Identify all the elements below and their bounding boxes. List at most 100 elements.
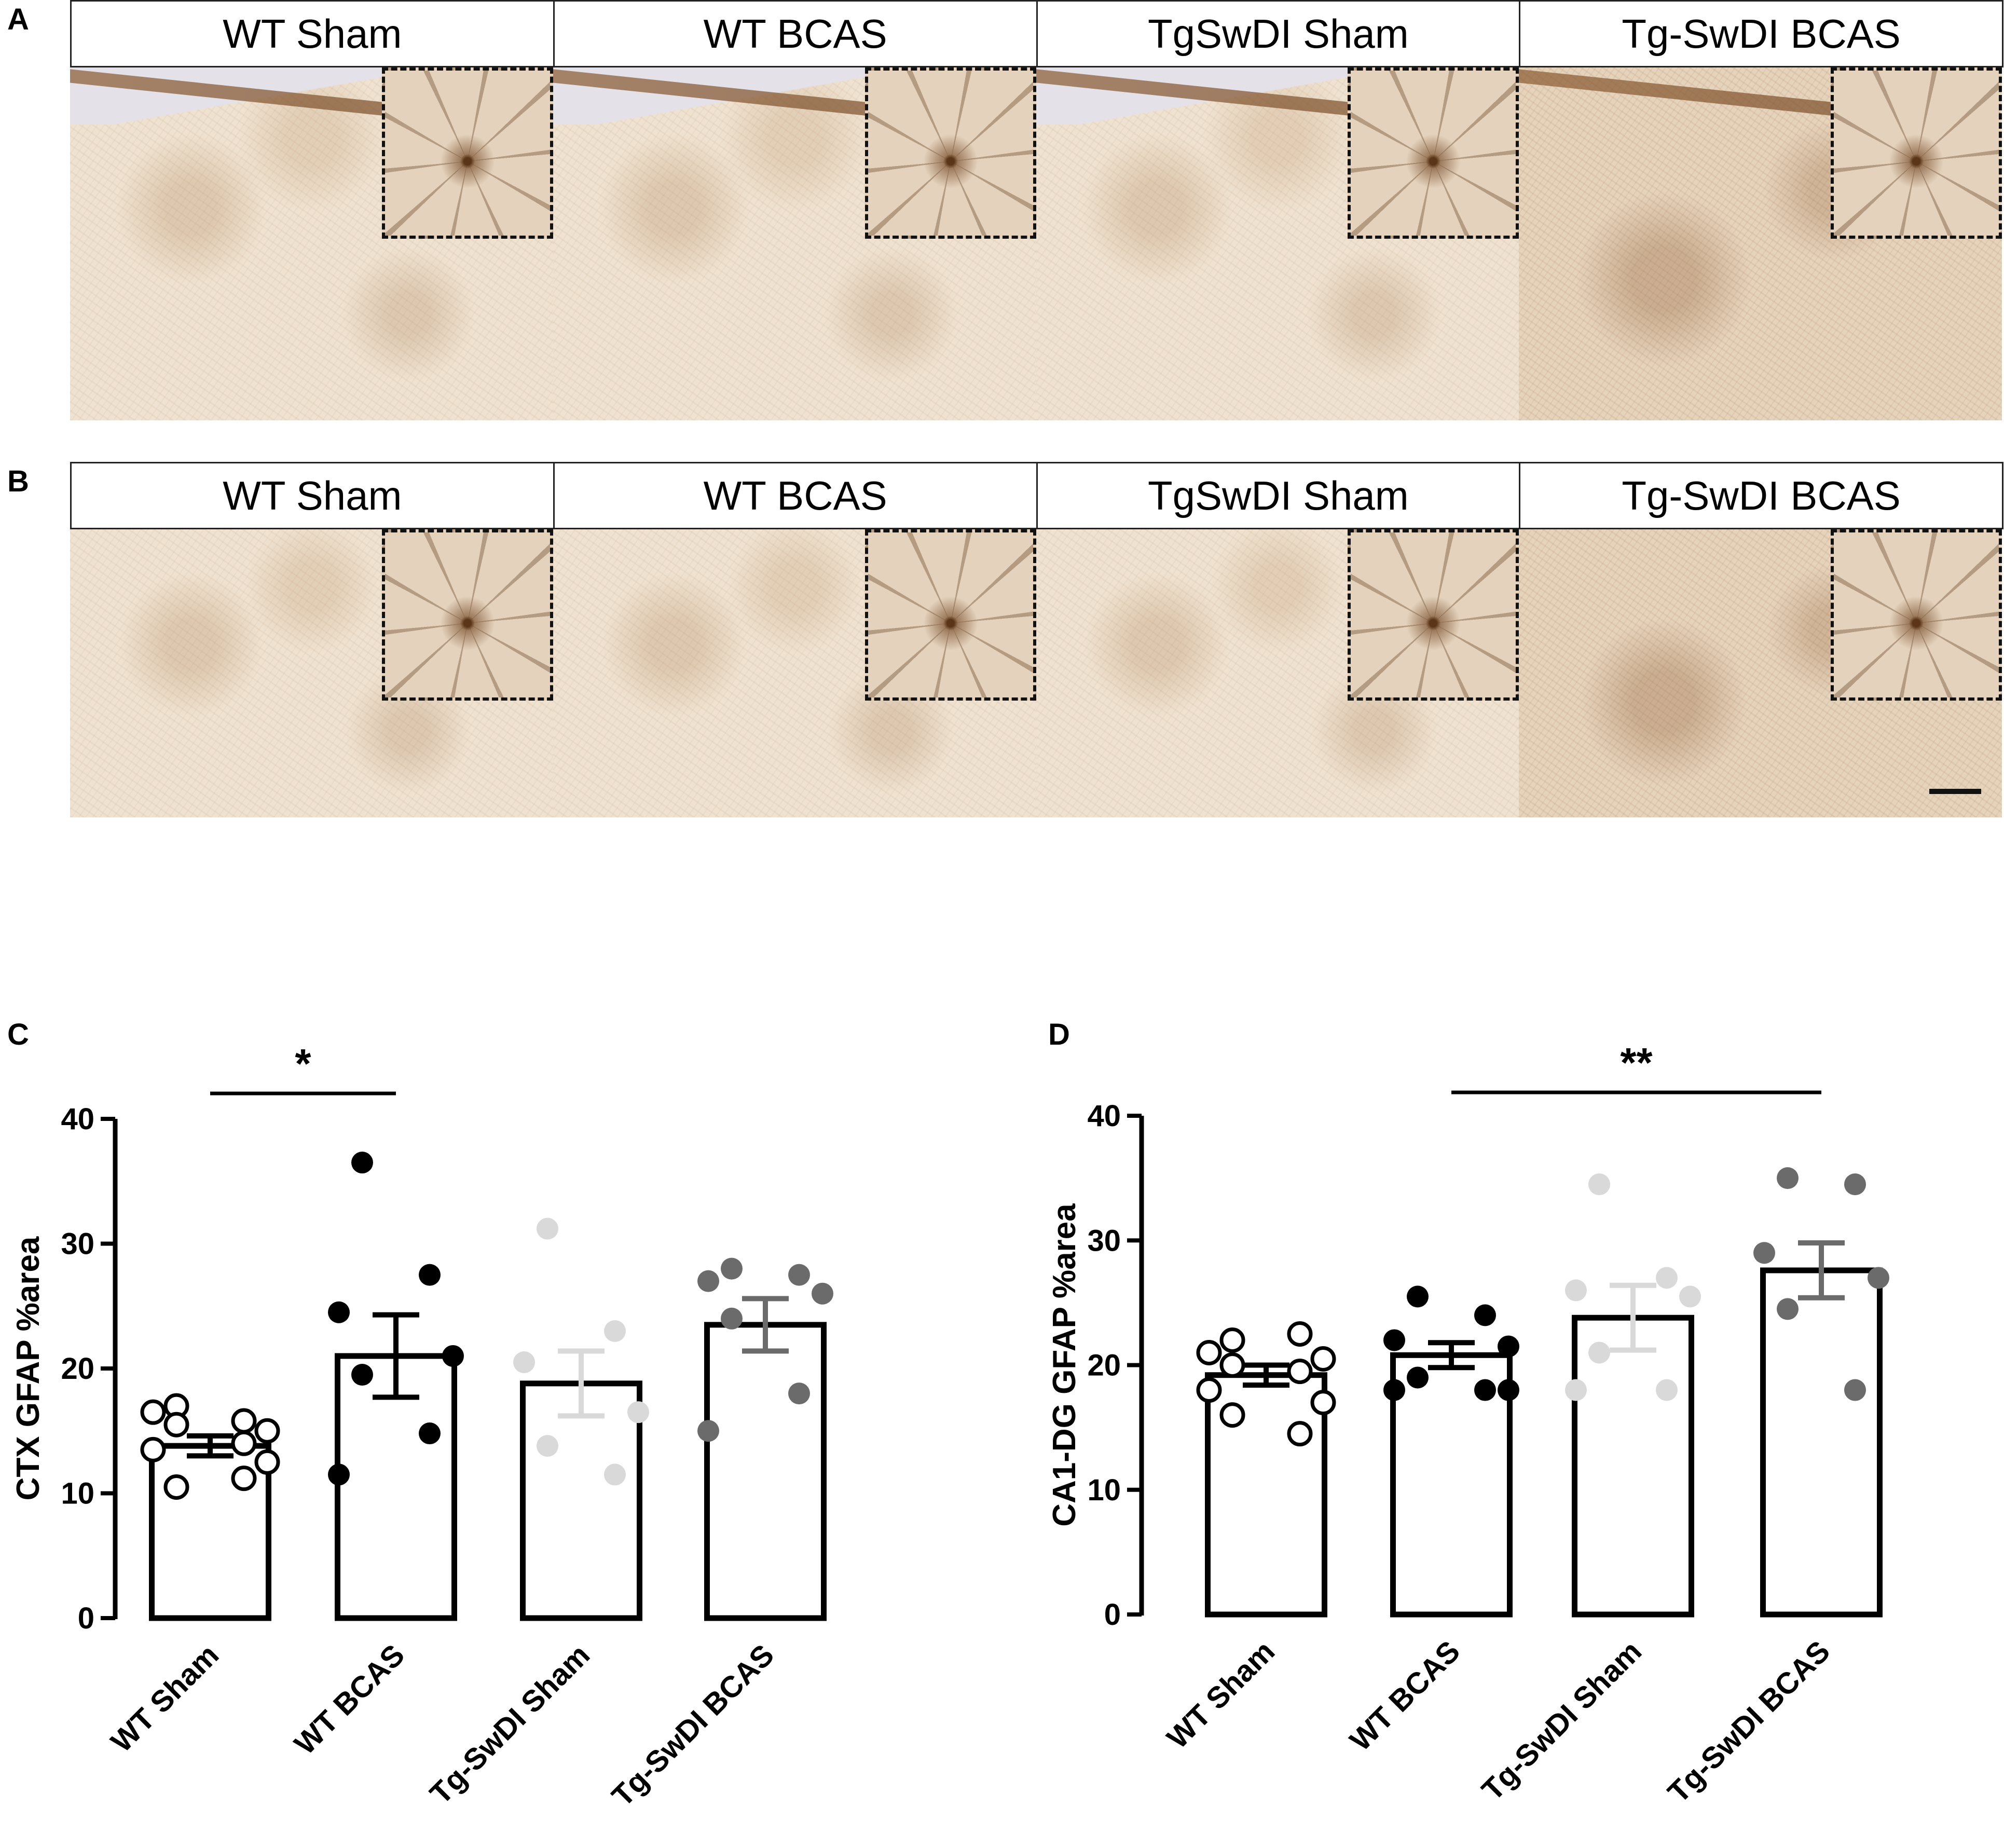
data-point (788, 1382, 810, 1405)
strip-labels-b: WT Sham WT BCAS TgSwDI Sham Tg-SwDI BCAS (70, 462, 2003, 529)
zoom-inset (1831, 529, 2002, 701)
data-point (1656, 1267, 1678, 1289)
strip-images-b (70, 529, 2002, 817)
strip-label: Tg-SwDI BCAS (1519, 462, 2003, 529)
y-tick-label: 0 (1104, 1598, 1121, 1632)
data-point (1310, 1390, 1336, 1416)
data-point (1383, 1329, 1405, 1351)
x-tick-label: WT BCAS (1343, 1634, 1466, 1757)
bar (1760, 1267, 1883, 1618)
data-point (1219, 1352, 1245, 1378)
data-point (1753, 1242, 1775, 1264)
data-point (140, 1399, 166, 1425)
data-point (1588, 1173, 1610, 1196)
data-point (537, 1435, 558, 1457)
strip-labels-a: WT Sham WT BCAS TgSwDI Sham Tg-SwDI BCAS (70, 0, 2003, 67)
data-point (1868, 1267, 1889, 1289)
data-point (1474, 1304, 1496, 1326)
y-tick-label: 20 (1087, 1349, 1121, 1382)
data-point (351, 1152, 373, 1174)
significance-label: ** (1620, 1039, 1653, 1086)
x-tick-label: Tg-SwDI BCAS (606, 1638, 781, 1813)
data-point (721, 1257, 743, 1280)
data-point (1219, 1327, 1245, 1353)
data-point (604, 1463, 626, 1486)
y-tick-label: 40 (1087, 1099, 1121, 1133)
data-point (231, 1430, 257, 1456)
data-point (537, 1217, 558, 1240)
bar (1572, 1315, 1694, 1618)
micrograph-strip-b: WT Sham WT BCAS TgSwDI Sham Tg-SwDI BCAS (70, 462, 2003, 820)
x-tick-label: WT Sham (104, 1638, 225, 1759)
zoom-inset (1348, 529, 1519, 701)
strip-label: TgSwDI Sham (1036, 462, 1521, 529)
x-tick-label: Tg-SwDI Sham (1475, 1634, 1648, 1807)
data-point (721, 1307, 743, 1330)
zoom-inset (381, 529, 553, 701)
data-point (812, 1282, 833, 1305)
data-point (1287, 1359, 1313, 1385)
data-point (254, 1418, 280, 1444)
x-tick-label: Tg-SwDI Sham (423, 1638, 596, 1811)
data-point (1407, 1366, 1429, 1389)
micrograph (70, 529, 553, 817)
data-point (627, 1401, 649, 1423)
x-tick-label: WT Sham (1160, 1634, 1281, 1755)
data-point (788, 1264, 810, 1286)
micrograph (70, 67, 553, 420)
data-point (1656, 1379, 1678, 1401)
data-point (1287, 1421, 1313, 1447)
panel-letter-c: C (7, 1018, 29, 1051)
panel-letter-a: A (7, 3, 29, 36)
data-point (1498, 1379, 1519, 1401)
data-point (1679, 1285, 1701, 1308)
data-point (328, 1463, 350, 1486)
data-point (163, 1412, 189, 1438)
x-tick-label: WT BCAS (288, 1638, 411, 1761)
strip-label: WT BCAS (553, 462, 1038, 529)
bar (704, 1322, 827, 1621)
data-point (1407, 1285, 1429, 1308)
data-point (1196, 1377, 1222, 1403)
y-tick-label: 30 (1087, 1224, 1121, 1257)
data-point (351, 1364, 373, 1386)
y-tick-label: 40 (61, 1102, 94, 1136)
y-tick-label: 0 (78, 1601, 94, 1635)
data-point (1565, 1279, 1587, 1302)
strip-images-a (70, 67, 2002, 420)
zoom-inset (864, 529, 1036, 701)
y-tick-label: 20 (61, 1352, 94, 1386)
zoom-inset (1831, 67, 2002, 239)
data-point (419, 1422, 441, 1445)
data-point (604, 1320, 626, 1342)
panel-letter-b: B (7, 464, 29, 498)
strip-label: TgSwDI Sham (1036, 0, 1521, 67)
data-point (1196, 1339, 1222, 1365)
data-point (513, 1351, 535, 1373)
data-point (1777, 1167, 1799, 1189)
micrograph (1036, 529, 1519, 817)
micrograph (553, 529, 1036, 817)
zoom-inset (864, 67, 1036, 239)
micrograph (1036, 67, 1519, 420)
data-point (419, 1264, 441, 1286)
scale-bar (1929, 789, 1981, 794)
data-point (1844, 1379, 1866, 1401)
data-point (1498, 1335, 1519, 1358)
micrograph (553, 67, 1036, 420)
y-axis-label: CA1-DG GFAP %area (1047, 1203, 1082, 1527)
data-point (328, 1301, 350, 1323)
data-point (231, 1408, 257, 1434)
data-point (1310, 1346, 1336, 1372)
y-tick-label: 30 (61, 1227, 94, 1261)
bar-chart-d: 0 10 20 30 40 CA1-DG GFAP %area WT Sham WT BCAS… (1047, 1039, 1889, 1810)
data-point (1219, 1402, 1245, 1428)
strip-label: WT Sham (70, 462, 555, 529)
strip-label: WT BCAS (553, 0, 1038, 67)
panel-letter-d: D (1048, 1018, 1070, 1051)
data-point (697, 1420, 719, 1442)
data-point (231, 1466, 257, 1491)
x-tick-label: Tg-SwDI BCAS (1662, 1634, 1837, 1810)
y-tick-label: 10 (1087, 1473, 1121, 1507)
data-point (442, 1345, 464, 1367)
